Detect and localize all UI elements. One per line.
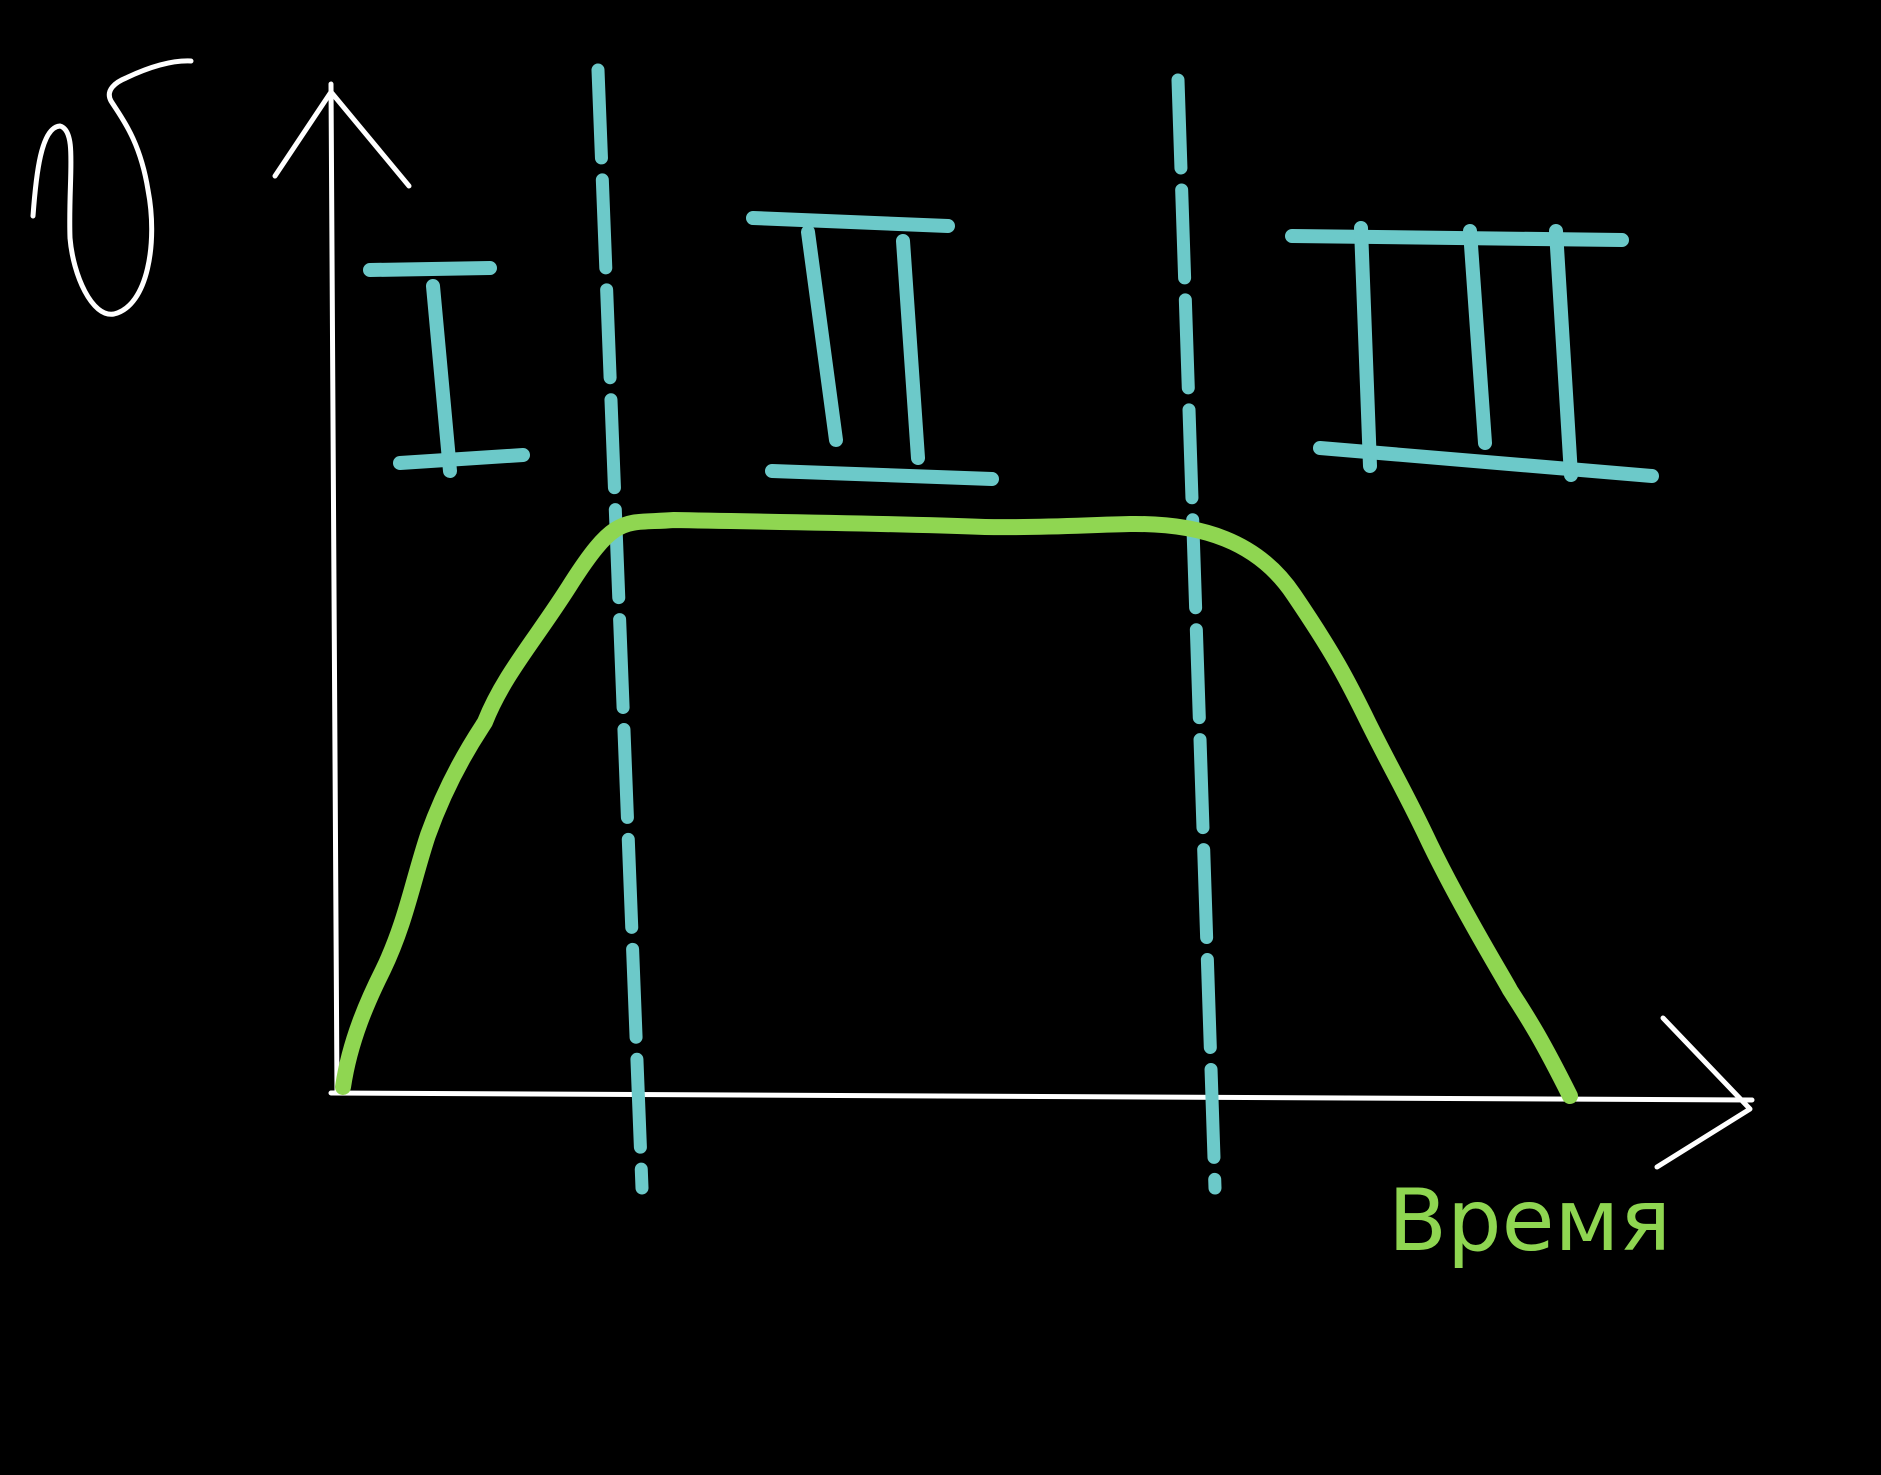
- y-axis-arrowhead-icon: [272, 89, 412, 189]
- process-curve: [335, 512, 1578, 1104]
- x-axis: [328, 1090, 1755, 1103]
- stage-numeral-3: [1285, 221, 1659, 483]
- stage-boundary-line-1: [591, 63, 649, 1195]
- stage-numeral-2: [746, 211, 999, 486]
- x-axis-arrowhead-icon: [1654, 1015, 1753, 1170]
- stage-boundary-line-2: [1171, 73, 1222, 1195]
- x-axis-label: Время: [1388, 1171, 1671, 1271]
- y-axis: [328, 81, 340, 1096]
- y-axis-symbol-icon: [30, 58, 194, 317]
- stage-numeral-1: [363, 261, 530, 478]
